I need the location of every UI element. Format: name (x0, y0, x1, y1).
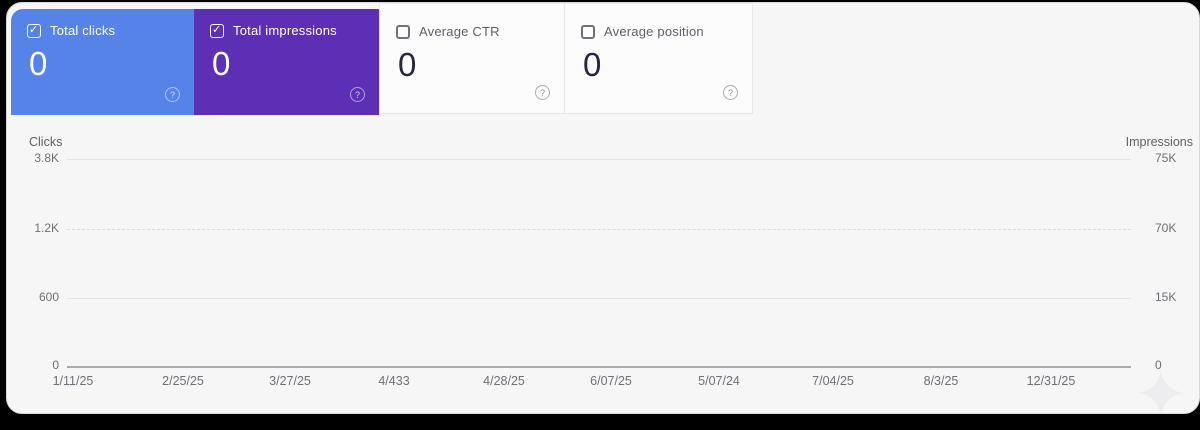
help-icon[interactable]: ? (535, 85, 550, 100)
metric-value-total-clicks: 0 (29, 45, 48, 82)
metric-card-header: Average CTR (396, 24, 548, 39)
x-axis-baseline (67, 366, 1131, 368)
metric-cards-row: ✓ Total clicks 0 ? ✓ Total impressions 0… (7, 3, 753, 115)
metric-card-total-impressions[interactable]: ✓ Total impressions 0 ? (194, 9, 379, 115)
x-axis-tick: 1/11/25 (52, 374, 94, 388)
metric-card-average-position[interactable]: Average position 0 ? (564, 3, 753, 114)
x-axis-tick: 4/433 (378, 374, 410, 388)
checkbox-average-ctr[interactable] (396, 24, 410, 39)
sparkle-watermark-icon (1138, 370, 1184, 413)
x-axis-tick: 2/25/25 (162, 374, 204, 388)
gridline (67, 298, 1131, 299)
x-axis-tick: 8/3/25 (923, 374, 959, 388)
left-axis-tick: 0 (52, 358, 59, 372)
check-icon: ✓ (212, 23, 222, 36)
x-axis-tick: 6/07/25 (590, 374, 632, 388)
help-icon[interactable]: ? (723, 85, 738, 100)
right-axis-tick: 0 (1155, 358, 1162, 372)
gridline (67, 229, 1131, 230)
right-axis-tick: 70K (1155, 221, 1177, 235)
metric-card-header: ✓ Total clicks (27, 23, 178, 38)
metric-card-average-ctr[interactable]: Average CTR 0 ? (379, 3, 565, 114)
gridline (67, 159, 1131, 160)
metric-label-average-ctr: Average CTR (419, 24, 500, 39)
metric-card-total-clicks[interactable]: ✓ Total clicks 0 ? (11, 9, 194, 115)
metric-value-total-impressions: 0 (212, 45, 231, 82)
check-icon: ✓ (29, 23, 39, 36)
metric-value-average-ctr: 0 (398, 46, 417, 83)
help-icon[interactable]: ? (165, 87, 180, 102)
x-axis-labels: 1/11/25 2/25/25 3/27/25 4/433 4/28/25 6/… (7, 374, 1199, 392)
x-axis-tick: 12/31/25 (1026, 374, 1076, 388)
metric-card-header: ✓ Total impressions (210, 23, 363, 38)
x-axis-tick: 4/28/25 (483, 374, 525, 388)
metric-value-average-position: 0 (583, 46, 602, 83)
left-axis-tick: 1.2K (34, 221, 59, 235)
x-axis-tick: 5/07/24 (698, 374, 740, 388)
x-axis-tick: 3/27/25 (269, 374, 311, 388)
left-axis-tick: 600 (38, 290, 59, 304)
checkbox-total-impressions[interactable]: ✓ (210, 23, 224, 38)
performance-panel: ✓ Total clicks 0 ? ✓ Total impressions 0… (6, 2, 1200, 414)
metric-label-average-position: Average position (604, 24, 704, 39)
help-icon[interactable]: ? (350, 87, 365, 102)
right-axis-tick: 15K (1155, 290, 1177, 304)
metric-label-total-clicks: Total clicks (50, 23, 116, 38)
metric-card-header: Average position (581, 24, 736, 39)
right-axis-title: Impressions (1125, 135, 1193, 149)
right-axis-tick: 75K (1155, 151, 1177, 165)
left-axis-title: Clicks (29, 135, 63, 149)
metric-label-total-impressions: Total impressions (233, 23, 337, 38)
checkbox-average-position[interactable] (581, 24, 595, 39)
left-axis-tick: 3.8K (34, 151, 59, 165)
x-axis-tick: 7/04/25 (812, 374, 854, 388)
checkbox-total-clicks[interactable]: ✓ (27, 23, 41, 38)
